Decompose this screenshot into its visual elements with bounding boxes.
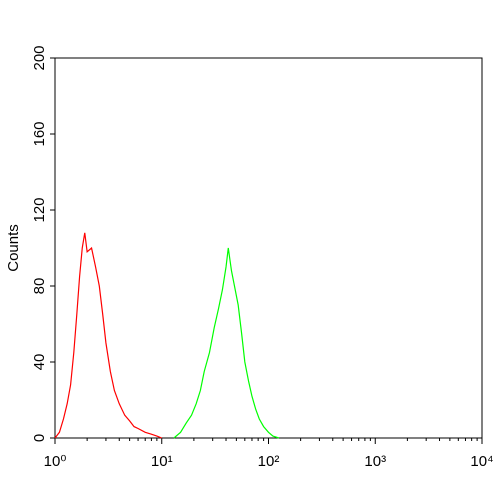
histogram-line <box>173 247 280 439</box>
x-tick-label: 10² <box>258 453 280 470</box>
plot-frame <box>54 57 483 439</box>
y-tick-label: 40 <box>31 354 48 371</box>
y-axis-label: Counts <box>5 224 22 272</box>
y-tick-label: 0 <box>31 434 48 442</box>
y-tick-label: 200 <box>31 45 48 70</box>
y-tick-label: 160 <box>31 121 48 146</box>
x-tick-label: 10⁴ <box>470 453 493 470</box>
x-tick-label: 10¹ <box>151 453 173 470</box>
x-tick-label: 10³ <box>364 453 386 470</box>
y-tick-label: 80 <box>31 278 48 295</box>
histogram-line <box>54 232 162 439</box>
y-tick-label: 120 <box>31 197 48 222</box>
x-tick-label: 10⁰ <box>44 453 67 470</box>
